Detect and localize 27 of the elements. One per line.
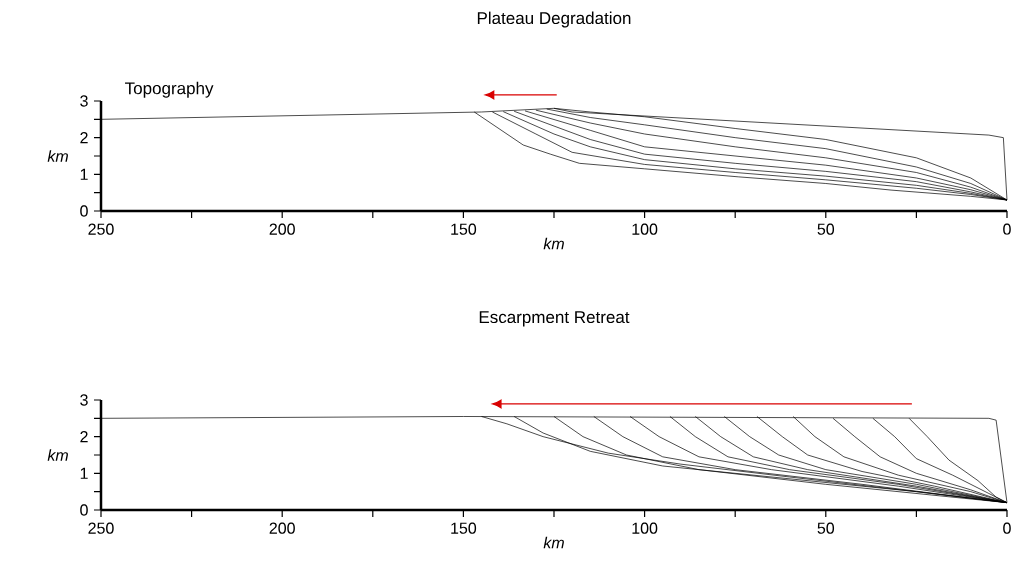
- x-tick-label: 250: [88, 223, 114, 235]
- y-tick-label: 3: [80, 394, 88, 406]
- y-axis-title: km: [47, 150, 68, 162]
- y-tick-label: 0: [80, 504, 88, 516]
- x-tick-label: 50: [817, 223, 835, 235]
- x-tick-label: 250: [88, 522, 114, 534]
- text: Topography: [125, 81, 214, 98]
- x-axis-title: km: [543, 237, 564, 250]
- y-axis-title: km: [47, 449, 68, 461]
- y-tick-label: 2: [80, 132, 88, 144]
- x-tick-label: 50: [817, 522, 835, 534]
- y-tick-label: 1: [80, 467, 88, 479]
- x-tick-label: 0: [1003, 522, 1011, 534]
- y-tick-label: 2: [80, 431, 88, 443]
- x-tick-label: 100: [632, 522, 658, 534]
- y-tick-label: 0: [80, 205, 88, 217]
- x-tick-label: 200: [269, 223, 295, 235]
- x-axis-title: km: [543, 536, 564, 549]
- x-tick-label: 100: [632, 223, 658, 235]
- x-tick-label: 150: [451, 522, 477, 534]
- chart-title: Escarpment Retreat: [479, 311, 630, 327]
- x-tick-label: 200: [269, 522, 295, 534]
- y-tick-label: 1: [80, 168, 88, 180]
- x-tick-label: 150: [451, 223, 477, 235]
- x-tick-label: 0: [1003, 223, 1011, 235]
- y-tick-label: 3: [80, 95, 88, 107]
- chart-title: Plateau Degradation: [477, 11, 631, 28]
